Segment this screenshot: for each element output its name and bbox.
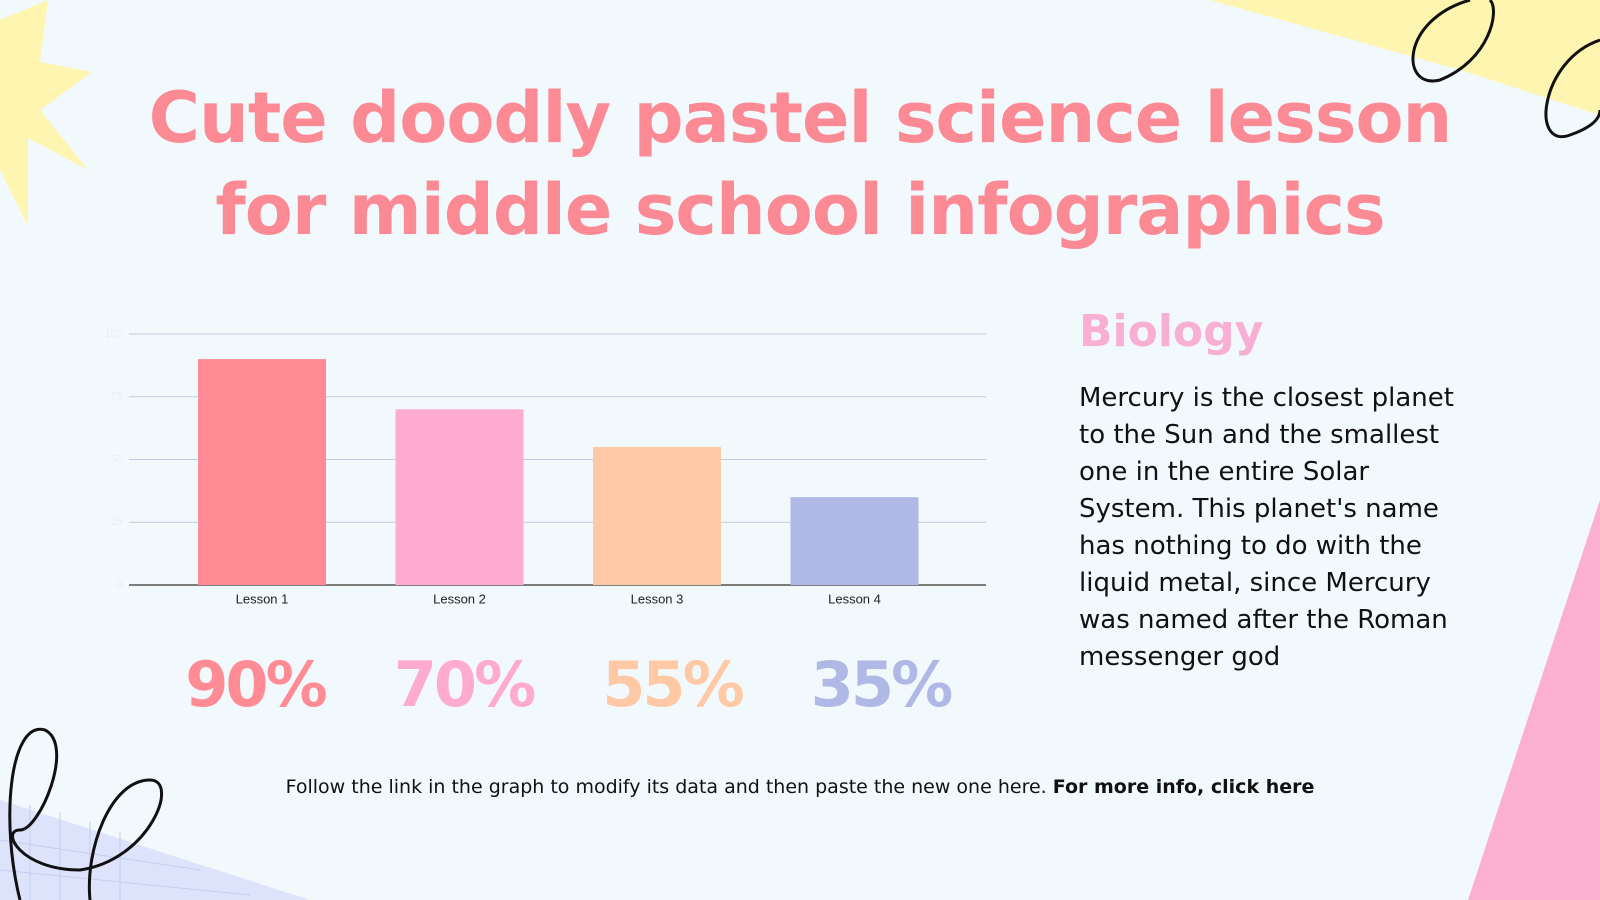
y-tick-label: 100 (105, 328, 123, 340)
bar (395, 409, 524, 585)
x-tick-label: Lesson 4 (828, 591, 881, 606)
title: Cute doodly pastel science lesson for mi… (148, 77, 1453, 251)
bar (198, 359, 326, 585)
footer-text: Follow the link in the graph to modify i… (285, 776, 1047, 798)
x-tick-label: Lesson 2 (433, 591, 486, 606)
value-label: 55% (602, 648, 743, 721)
x-tick-label: Lesson 3 (631, 591, 684, 606)
value-label: 90% (185, 648, 326, 721)
value-label: 70% (394, 648, 535, 721)
y-tick-label: 75 (111, 391, 123, 403)
bar (790, 497, 919, 585)
y-tick-label: 25 (111, 516, 123, 528)
y-tick-label: 50 (111, 453, 123, 465)
side-heading: Biology (1079, 306, 1264, 357)
footer: Follow the link in the graph to modify i… (0, 776, 1600, 798)
value-label: 35% (811, 648, 952, 721)
info-link[interactable]: For more info, click here (1052, 776, 1315, 798)
side-text: Mercury is the closest planet to the Sun… (1079, 383, 1454, 672)
y-tick-label: 0 (117, 579, 123, 591)
x-tick-label: Lesson 1 (236, 591, 289, 606)
bar (593, 446, 721, 585)
